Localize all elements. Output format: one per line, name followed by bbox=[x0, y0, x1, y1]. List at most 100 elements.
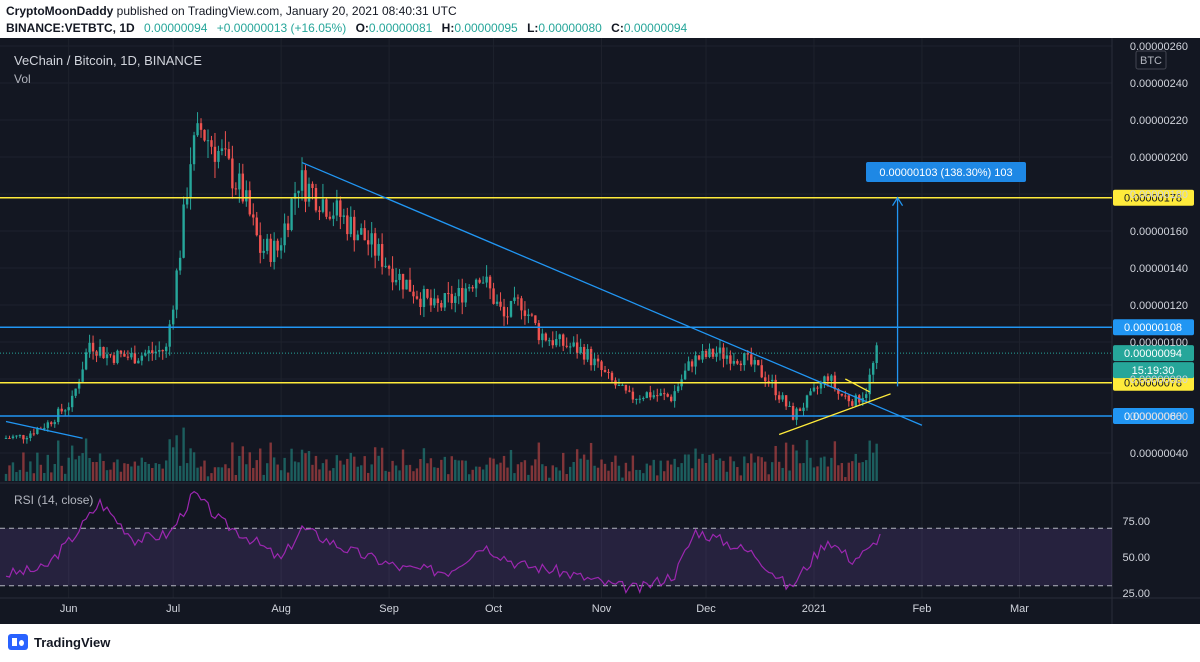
candle-body[interactable] bbox=[575, 342, 579, 353]
candle-body[interactable] bbox=[743, 353, 746, 366]
candle-body[interactable] bbox=[676, 386, 680, 392]
candle-body[interactable] bbox=[495, 301, 499, 304]
candle-body[interactable] bbox=[178, 257, 182, 271]
candle-body[interactable] bbox=[819, 382, 823, 389]
candle-body[interactable] bbox=[645, 392, 649, 399]
candle-body[interactable] bbox=[123, 353, 126, 357]
candle-body[interactable] bbox=[192, 135, 196, 165]
candle-body[interactable] bbox=[46, 422, 49, 428]
candle-body[interactable] bbox=[105, 354, 109, 359]
candle-body[interactable] bbox=[64, 410, 67, 412]
candle-body[interactable] bbox=[11, 436, 15, 439]
candle-body[interactable] bbox=[415, 296, 419, 299]
candle-body[interactable] bbox=[405, 279, 408, 290]
candle-body[interactable] bbox=[589, 348, 593, 366]
candle-body[interactable] bbox=[133, 353, 137, 364]
chart-canvas[interactable]: 0.00000108 0.00000060 0.00000178 0.00000078… bbox=[0, 38, 1200, 624]
candle-body[interactable] bbox=[412, 291, 415, 297]
candle-body[interactable] bbox=[119, 350, 123, 354]
candle-body[interactable] bbox=[461, 287, 464, 303]
candle-body[interactable] bbox=[304, 170, 307, 202]
candle-body[interactable] bbox=[419, 298, 422, 307]
candle-body[interactable] bbox=[767, 381, 770, 383]
candle-body[interactable] bbox=[217, 150, 220, 162]
candle-body[interactable] bbox=[60, 408, 63, 412]
candle-body[interactable] bbox=[433, 298, 436, 306]
candle-body[interactable] bbox=[669, 396, 673, 402]
candle-body[interactable] bbox=[760, 365, 763, 378]
candle-body[interactable] bbox=[757, 360, 760, 366]
trendline-1[interactable] bbox=[301, 161, 923, 426]
candle-body[interactable] bbox=[725, 355, 729, 359]
candle-body[interactable] bbox=[506, 316, 509, 318]
candle-body[interactable] bbox=[43, 427, 46, 429]
candle-body[interactable] bbox=[349, 216, 352, 235]
candle-body[interactable] bbox=[798, 408, 802, 412]
candle-body[interactable] bbox=[147, 350, 150, 354]
candle-body[interactable] bbox=[241, 173, 245, 202]
candle-body[interactable] bbox=[283, 223, 286, 246]
candle-body[interactable] bbox=[137, 360, 140, 364]
candle-body[interactable] bbox=[851, 401, 854, 406]
candle-body[interactable] bbox=[502, 306, 506, 317]
candle-body[interactable] bbox=[690, 361, 694, 367]
candle-body[interactable] bbox=[816, 387, 819, 389]
candle-body[interactable] bbox=[391, 268, 394, 283]
candle-body[interactable] bbox=[600, 361, 603, 371]
candle-body[interactable] bbox=[189, 164, 192, 199]
candle-body[interactable] bbox=[116, 350, 119, 363]
candle-body[interactable] bbox=[25, 438, 29, 440]
candle-body[interactable] bbox=[562, 334, 565, 346]
candle-body[interactable] bbox=[729, 355, 732, 364]
candle-body[interactable] bbox=[750, 354, 753, 365]
wedge-support-line[interactable] bbox=[778, 393, 891, 436]
candle-body[interactable] bbox=[265, 238, 269, 251]
candle-body[interactable] bbox=[91, 342, 95, 352]
candle-body[interactable] bbox=[805, 395, 809, 408]
candle-body[interactable] bbox=[248, 190, 251, 215]
candle-body[interactable] bbox=[286, 223, 290, 230]
candle-body[interactable] bbox=[161, 350, 164, 352]
trendline-2[interactable] bbox=[5, 420, 83, 439]
candle-body[interactable] bbox=[537, 323, 541, 341]
candle-body[interactable] bbox=[401, 273, 405, 290]
candle-body[interactable] bbox=[781, 395, 784, 400]
candle-body[interactable] bbox=[346, 215, 349, 235]
candle-body[interactable] bbox=[84, 352, 88, 370]
candle-body[interactable] bbox=[36, 428, 39, 434]
candle-body[interactable] bbox=[443, 293, 447, 308]
candle-body[interactable] bbox=[579, 346, 582, 353]
candle-body[interactable] bbox=[168, 324, 171, 347]
candle-body[interactable] bbox=[227, 149, 231, 159]
candle-body[interactable] bbox=[704, 351, 708, 357]
candle-body[interactable] bbox=[98, 346, 102, 356]
candle-body[interactable] bbox=[74, 388, 77, 396]
candle-body[interactable] bbox=[81, 369, 84, 382]
candle-body[interactable] bbox=[377, 244, 380, 256]
candle-body[interactable] bbox=[464, 288, 467, 303]
candle-body[interactable] bbox=[603, 370, 607, 372]
candle-body[interactable] bbox=[353, 216, 356, 241]
candle-body[interactable] bbox=[199, 123, 203, 130]
candle-body[interactable] bbox=[18, 435, 22, 437]
candle-body[interactable] bbox=[15, 435, 18, 437]
candle-body[interactable] bbox=[300, 170, 304, 191]
candle-body[interactable] bbox=[373, 233, 377, 256]
candle-body[interactable] bbox=[516, 297, 520, 299]
candle-body[interactable] bbox=[826, 376, 830, 381]
candle-body[interactable] bbox=[471, 287, 474, 289]
candles[interactable] bbox=[4, 112, 878, 444]
candle-body[interactable] bbox=[572, 342, 575, 347]
candle-body[interactable] bbox=[231, 158, 234, 189]
candle-body[interactable] bbox=[586, 348, 589, 360]
candle-body[interactable] bbox=[558, 334, 561, 340]
candle-body[interactable] bbox=[158, 350, 161, 352]
candle-body[interactable] bbox=[144, 353, 147, 356]
candle-body[interactable] bbox=[454, 296, 457, 303]
candle-body[interactable] bbox=[182, 204, 185, 258]
candle-body[interactable] bbox=[32, 433, 36, 435]
candle-body[interactable] bbox=[311, 183, 314, 189]
candle-body[interactable] bbox=[621, 384, 624, 386]
candle-body[interactable] bbox=[321, 199, 325, 212]
candle-body[interactable] bbox=[366, 240, 370, 245]
